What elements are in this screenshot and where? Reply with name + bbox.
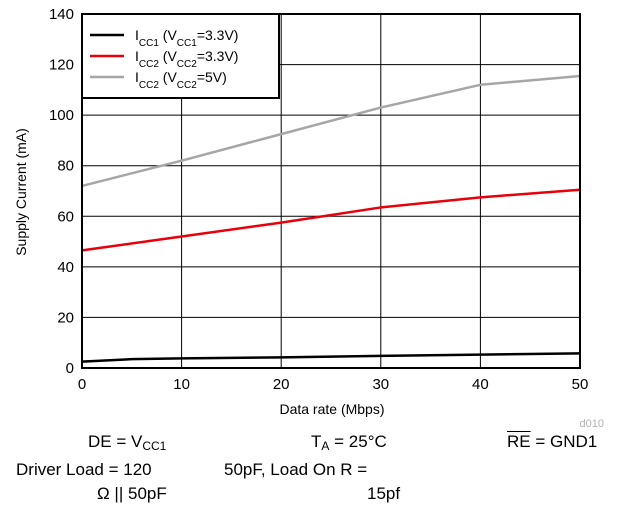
condition-ta: TA = 25°C bbox=[311, 432, 387, 453]
y-tick-label: 120 bbox=[49, 57, 74, 74]
y-tick-label: 0 bbox=[66, 360, 74, 377]
condition-re: RE = GND1 bbox=[507, 432, 598, 451]
series-line-1 bbox=[81, 188, 581, 252]
y-tick-label: 40 bbox=[57, 259, 74, 276]
legend: ICC1 (VCC1=3.3V)ICC2 (VCC2=3.3V)ICC2 (VC… bbox=[81, 13, 280, 99]
x-tick-label: 0 bbox=[78, 376, 86, 393]
y-axis-label: Supply Current (mA) bbox=[13, 128, 29, 256]
y-tick-label: 60 bbox=[57, 208, 74, 225]
x-tick-label: 20 bbox=[273, 376, 290, 393]
legend-label-2: ICC2 (VCC2=5V) bbox=[135, 69, 227, 91]
series-line-0 bbox=[81, 352, 581, 363]
tick-labels: 0 10 20 30 40 50 0 20 40 60 80 100 120 140 bbox=[49, 6, 588, 393]
plot-border bbox=[81, 13, 581, 369]
load-on-r-line-2: 15pf bbox=[367, 484, 401, 503]
x-tick-label: 40 bbox=[472, 376, 489, 393]
x-axis-label: Data rate (Mbps) bbox=[279, 401, 384, 417]
condition-de: DE = VCC1 bbox=[88, 432, 167, 453]
series-lines bbox=[81, 74, 581, 363]
y-tick-label: 100 bbox=[49, 107, 74, 124]
driver-load-line-1: Driver Load = 120 bbox=[16, 460, 152, 479]
figure-code: d010 bbox=[580, 418, 604, 430]
x-tick-label: 50 bbox=[572, 376, 589, 393]
x-tick-label: 30 bbox=[372, 376, 389, 393]
legend-label-1: ICC2 (VCC2=3.3V) bbox=[135, 48, 238, 70]
y-tick-label: 140 bbox=[49, 6, 74, 23]
supply-current-chart: 0 10 20 30 40 50 0 20 40 60 80 100 120 140 Data rate … bbox=[13, 6, 604, 430]
load-on-r-line-1: 50pF, Load On R = bbox=[224, 460, 368, 479]
series-line-2 bbox=[81, 74, 581, 188]
driver-load-line-2: Ω || 50pF bbox=[97, 484, 167, 503]
legend-label-0: ICC1 (VCC1=3.3V) bbox=[135, 27, 238, 49]
y-tick-label: 20 bbox=[57, 309, 74, 326]
y-tick-label: 80 bbox=[57, 158, 74, 175]
plot-frame bbox=[81, 13, 581, 369]
x-tick-label: 10 bbox=[173, 376, 190, 393]
